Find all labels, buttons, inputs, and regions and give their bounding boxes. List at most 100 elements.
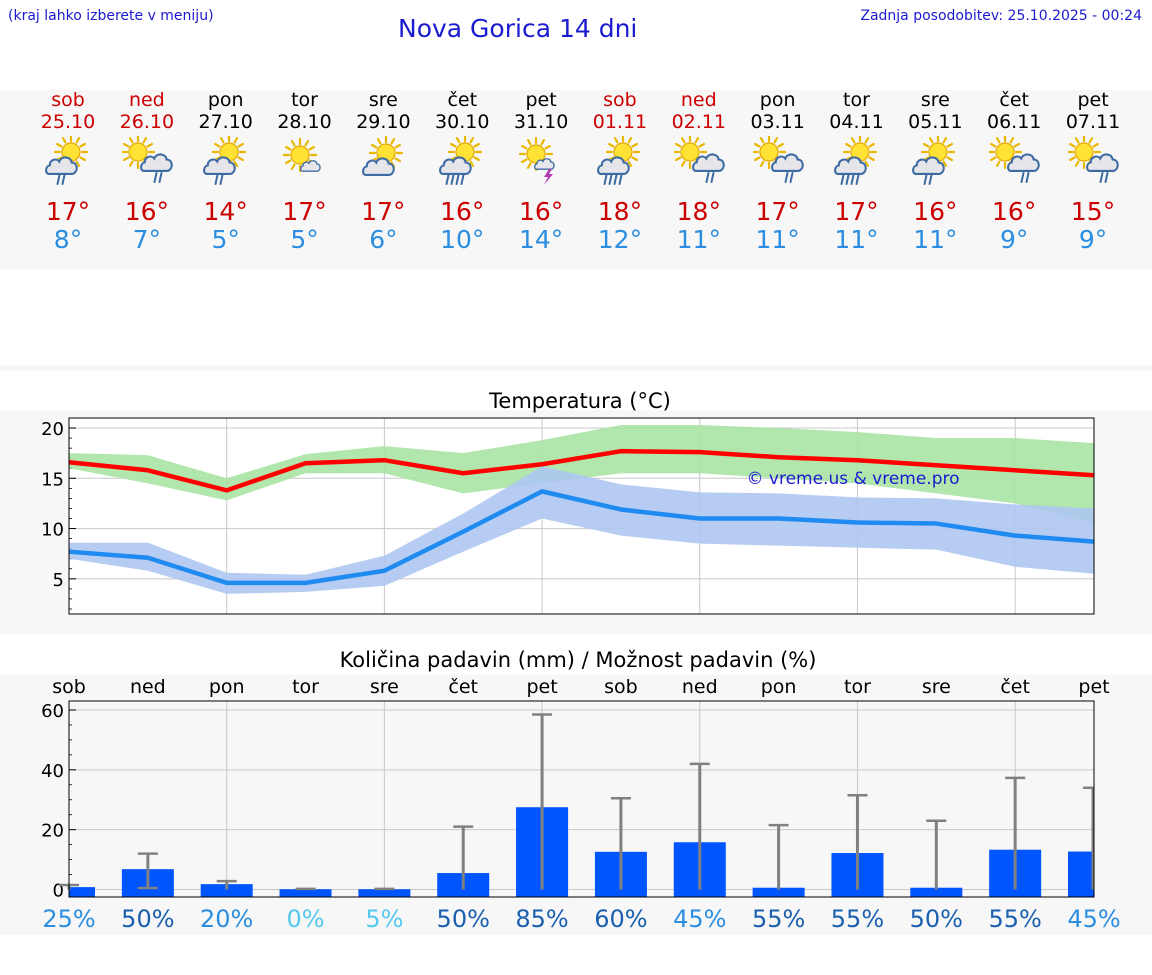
sun-cloud-heavy-rain-icon <box>595 134 651 194</box>
forecast-min-temp: 11° <box>676 225 721 254</box>
precip-probability: 5% <box>365 905 403 933</box>
forecast-max-temp: 14° <box>203 197 248 226</box>
y-tick-label: 60 <box>41 701 64 722</box>
forecast-date: 03.11 <box>750 111 805 133</box>
temperature-title: Temperatura (°C) <box>488 389 671 413</box>
forecast-date: 02.11 <box>671 111 726 133</box>
city-menu-hint[interactable]: (kraj lahko izberete v meniju) <box>8 8 214 24</box>
forecast-max-temp: 16° <box>913 197 958 226</box>
y-tick-label: 20 <box>41 821 64 842</box>
forecast-min-temp: 11° <box>913 225 958 254</box>
forecast-day-name: pon <box>207 89 244 111</box>
sun-cloud-rain-icon <box>910 134 966 194</box>
precip-probability: 25% <box>42 905 95 933</box>
forecast-date: 26.10 <box>119 111 175 133</box>
y-tick-label: 15 <box>41 469 64 490</box>
forecast-max-temp: 17° <box>361 197 406 226</box>
forecast-date: 01.11 <box>592 111 648 133</box>
category-label: tor <box>292 676 319 698</box>
sun-cloud-heavy-rain-icon <box>832 134 888 194</box>
max-temp-range-band <box>69 425 1094 524</box>
forecast-panel <box>0 90 1152 270</box>
forecast-day-name: pet <box>1077 89 1109 111</box>
category-label: čet <box>1000 676 1030 698</box>
y-tick-label: 5 <box>53 570 64 591</box>
forecast-min-temp: 5° <box>211 225 240 254</box>
forecast-max-temp: 16° <box>518 197 564 226</box>
forecast-min-temp: 10° <box>440 225 485 254</box>
precip-probability: 45% <box>1067 905 1120 933</box>
forecast-date: 04.11 <box>829 111 884 133</box>
category-label: ned <box>130 676 166 698</box>
forecast-min-temp: 7° <box>132 225 162 254</box>
forecast-date: 06.11 <box>986 111 1042 133</box>
forecast-date: 07.11 <box>1065 111 1121 133</box>
forecast-max-temp: 17° <box>834 197 879 226</box>
category-label: sob <box>52 676 86 698</box>
category-label: pet <box>526 676 557 698</box>
forecast-date: 25.10 <box>40 111 96 133</box>
max-temp-line <box>68 448 1095 493</box>
precip-probability: 45% <box>673 905 726 933</box>
forecast-day-name: čet <box>447 89 478 111</box>
precip-title: Količina padavin (mm) / Možnost padavin … <box>340 648 817 672</box>
plot-border <box>68 417 1095 615</box>
precip-bar <box>279 889 332 897</box>
precip-bar <box>752 887 805 897</box>
forecast-day-name: ned <box>680 89 717 111</box>
forecast-max-temp: 18° <box>676 197 721 226</box>
forecast-min-temp: 12° <box>597 225 643 254</box>
precip-bar <box>910 887 963 897</box>
copyright-watermark: © vreme.us & vreme.pro <box>746 469 959 489</box>
category-label: sre <box>370 676 399 698</box>
forecast-max-temp: 17° <box>45 197 91 226</box>
y-tick-label: 10 <box>41 520 64 541</box>
page-title: Nova Gorica 14 dni <box>398 14 638 43</box>
precip-probability: 55% <box>988 905 1041 933</box>
sun-small-cloud-icon <box>280 136 336 194</box>
precip-bar <box>1068 851 1094 897</box>
precip-probability: 0% <box>286 905 324 933</box>
y-tick-label: 40 <box>41 761 64 782</box>
sun-thunder-icon <box>516 136 572 194</box>
sun-cloud-icon <box>358 135 414 194</box>
forecast-max-temp: 18° <box>597 197 643 226</box>
forecast-min-temp: 11° <box>834 225 879 254</box>
forecast-min-temp: 6° <box>369 225 398 254</box>
last-update: Zadnja posodobitev: 25.10.2025 - 00:24 <box>860 8 1142 24</box>
forecast-day-name: tor <box>843 89 870 111</box>
category-label: pon <box>209 676 245 698</box>
forecast-day-name: sob <box>603 89 637 111</box>
forecast-max-temp: 16° <box>124 197 169 226</box>
category-label: pon <box>761 676 797 698</box>
sun-cloud-heavy-rain-icon <box>437 134 493 194</box>
forecast-min-temp: 9° <box>999 225 1029 254</box>
sun-cloud-light-rain-icon <box>672 134 730 194</box>
forecast-day-name: sre <box>920 89 950 111</box>
forecast-date: 05.11 <box>908 111 963 133</box>
y-tick-label: 20 <box>41 419 64 440</box>
min-temp-range-band <box>69 466 1094 594</box>
category-label: čet <box>448 676 478 698</box>
category-label: pet <box>1078 676 1109 698</box>
forecast-day-name: ned <box>128 89 165 111</box>
precip-probability: 20% <box>200 905 253 933</box>
category-label: sre <box>922 676 951 698</box>
forecast-day-name: pon <box>759 89 796 111</box>
sun-cloud-light-rain-icon <box>988 134 1045 194</box>
separator <box>0 365 1152 371</box>
forecast-min-temp: 9° <box>1078 225 1108 254</box>
precip-bar <box>69 887 95 897</box>
precip-probability: 55% <box>752 905 805 933</box>
sun-cloud-light-rain-icon <box>751 134 809 194</box>
forecast-day-name: sre <box>368 89 398 111</box>
forecast-date: 28.10 <box>277 111 332 133</box>
forecast-min-temp: 14° <box>518 225 564 254</box>
sun-cloud-light-rain-icon <box>1066 134 1124 194</box>
forecast-max-temp: 17° <box>755 197 800 226</box>
precip-probability: 50% <box>910 905 963 933</box>
y-tick-label: 0 <box>53 881 64 902</box>
precip-bar <box>200 884 253 897</box>
forecast-min-temp: 11° <box>755 225 800 254</box>
forecast-date: 27.10 <box>198 111 253 133</box>
